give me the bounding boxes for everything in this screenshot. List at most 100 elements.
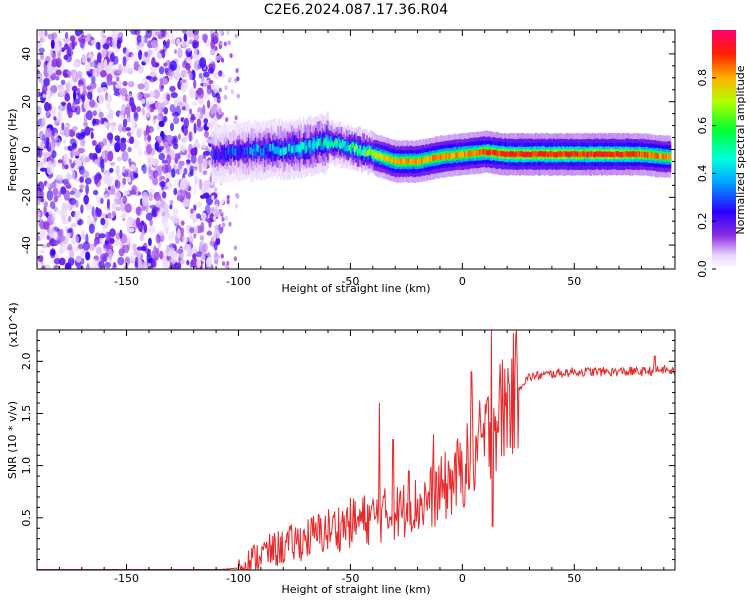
spectrogram-noise-cell — [122, 244, 130, 254]
spectrogram-noise-cell — [80, 138, 86, 147]
spectrogram-ridge-cell — [456, 152, 458, 158]
spectrogram-ridge-cell — [230, 151, 232, 159]
spectrogram-noise-cell — [101, 87, 108, 92]
spectrogram-ridge-cell — [606, 151, 609, 157]
spectrogram-ridge-cell — [546, 151, 548, 158]
spectrogram-noise-cell — [211, 206, 215, 212]
spectrogram-noise-cell — [197, 155, 204, 165]
spectrogram-noise-cell — [193, 167, 196, 179]
spectrogram-ridge-cell — [499, 150, 501, 156]
spectrogram-noise-cell — [170, 122, 174, 132]
spectrogram-noise-cell — [131, 124, 136, 135]
spectrogram-noise-cell — [146, 144, 152, 155]
spectrogram-ridge-cell — [378, 153, 380, 159]
spectrogram-ridge-cell — [215, 151, 218, 159]
spectrogram-noise-cell — [171, 230, 176, 239]
spectrogram-ridge-cell — [379, 153, 382, 159]
spectrogram-y-tick-label: -20 — [20, 188, 33, 206]
spectrogram-ridge-cell — [278, 140, 281, 155]
spectrogram-ridge-cell — [319, 138, 321, 146]
spectrogram-noise-cell — [44, 30, 48, 37]
spectrogram-ridge-cell — [464, 151, 466, 158]
spectrogram-noise-cell — [88, 152, 94, 160]
spectrogram-noise-cell — [127, 146, 132, 153]
spectrogram-ridge-cell — [516, 151, 519, 157]
spectrogram-noise-cell — [108, 237, 115, 244]
spectrogram-noise-cell — [181, 30, 188, 34]
spectrogram-noise-cell — [75, 177, 80, 182]
spectrogram-noise-cell — [69, 248, 74, 260]
spectrogram-noise-cell — [74, 158, 81, 166]
spectrogram-noise-cell — [124, 49, 130, 57]
spectrogram-noise-cell — [165, 172, 172, 179]
spectrogram-ridge-cell — [484, 149, 486, 155]
spectrogram-noise-cell — [180, 227, 185, 234]
spectrogram-noise-cell — [93, 211, 98, 223]
spectrogram-noise-cell — [158, 146, 164, 151]
spectrogram-ridge-cell — [640, 152, 642, 158]
spectrogram-noise-cell — [80, 248, 85, 258]
spectrogram-noise-cell — [122, 118, 128, 128]
spectrogram-ridge-cell — [356, 146, 359, 157]
spectrogram-noise-cell — [182, 198, 191, 208]
spectrogram-noise-cell — [94, 232, 101, 240]
spectrogram-noise-cell — [203, 118, 209, 124]
spectrogram-noise-cell — [97, 61, 102, 72]
spectrogram-noise-cell — [57, 110, 62, 118]
spectrogram-noise-cell — [128, 158, 132, 165]
spectrogram-noise-cell — [170, 257, 177, 264]
spectrogram-noise-cell — [116, 175, 122, 180]
spectrogram-ridge-cell — [434, 154, 437, 161]
spectrogram-noise-cell — [176, 249, 184, 254]
spectrogram-noise-cell — [41, 36, 46, 43]
spectrogram-noise-cell — [81, 170, 90, 179]
spectrogram-noise-cell — [230, 89, 234, 95]
spectrogram-noise-cell — [214, 259, 219, 265]
spectrogram-noise-cell — [189, 91, 197, 100]
spectrogram-ridge-cell — [288, 144, 290, 159]
spectrogram-noise-cell — [213, 36, 218, 45]
spectrogram-ridge-cell — [469, 150, 472, 156]
spectrogram-noise-cell — [37, 42, 42, 48]
spectrogram-noise-cell — [67, 243, 73, 251]
spectrogram-noise-cell — [229, 53, 233, 58]
spectrogram-noise-cell — [94, 174, 99, 185]
spectrogram-noise-cell — [75, 255, 82, 263]
spectrogram-noise-cell — [70, 222, 78, 228]
spectrogram-noise-cell — [160, 30, 166, 38]
spectrogram-noise-cell — [63, 126, 71, 138]
spectrogram-ridge-cell — [481, 149, 484, 155]
spectrogram-noise-cell — [214, 203, 218, 209]
spectrogram-ridge-cell — [566, 151, 568, 157]
spectrogram-noise-cell — [201, 250, 207, 260]
spectrogram-noise-cell — [211, 84, 215, 90]
spectrogram-ridge-cell — [507, 151, 509, 157]
spectrogram-noise-cell — [183, 33, 188, 42]
spectrogram-noise-cell — [167, 30, 174, 38]
spectrogram-noise-cell — [136, 34, 143, 43]
spectrogram-noise-cell — [100, 69, 107, 78]
spectrogram-ridge-cell — [534, 151, 536, 157]
spectrogram-noise-cell — [211, 236, 215, 242]
spectrogram-ridge-cell — [339, 143, 341, 149]
spectrogram-noise-cell — [55, 174, 63, 182]
spectrogram-noise-cell — [95, 41, 101, 50]
spectrogram-ridge-cell — [358, 148, 360, 154]
spectrogram-noise-cell — [115, 199, 123, 205]
spectrogram-noise-cell — [199, 179, 203, 190]
spectrogram-noise-cell — [38, 72, 43, 83]
spectrogram-noise-cell — [129, 170, 136, 181]
spectrogram-noise-cell — [213, 187, 218, 192]
spectrogram-noise-cell — [211, 195, 215, 201]
colorbar-gradient — [712, 30, 736, 269]
spectrogram-ridge-cell — [652, 153, 654, 159]
spectrogram-ridge-cell — [331, 140, 333, 147]
spectrogram-ridge-cell — [390, 157, 392, 163]
spectrogram-noise-cell — [142, 195, 149, 207]
spectrogram-noise-cell — [200, 212, 207, 221]
spectrogram-noise-cell — [202, 92, 209, 100]
spectrogram-ridge-cell — [645, 151, 648, 158]
spectrogram-ridge-cell — [529, 152, 532, 158]
spectrogram-noise-cell — [37, 181, 45, 192]
spectrogram-noise-cell — [119, 229, 123, 239]
